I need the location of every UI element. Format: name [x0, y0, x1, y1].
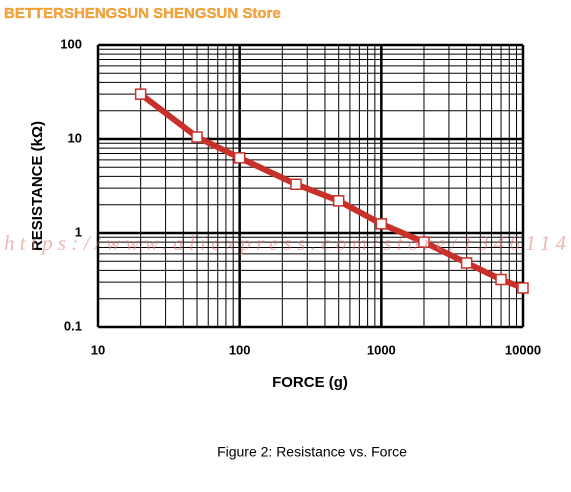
data-point — [290, 178, 302, 191]
data-line — [138, 91, 525, 291]
y-tick-label: 0.1 — [64, 318, 82, 333]
data-point — [233, 152, 246, 164]
x-tick-label: 1000 — [367, 342, 396, 357]
data-point — [375, 218, 388, 230]
data-point — [191, 131, 203, 143]
watermark-url: https://www.aliexpress.com/store/1346114 — [4, 231, 566, 255]
x-axis-label: FORCE (g) — [272, 374, 348, 391]
data-point — [517, 282, 529, 294]
x-tick-label: 10000 — [505, 342, 541, 357]
x-tick-label: 10 — [91, 342, 105, 357]
x-tick-label: 100 — [229, 342, 251, 357]
y-tick-label: 1 — [75, 224, 82, 239]
data-point — [460, 257, 473, 269]
plot-area — [96, 43, 529, 329]
data-point — [332, 195, 345, 207]
y-tick-label: 100 — [60, 36, 82, 51]
data-point — [134, 88, 147, 100]
y-axis-label: RESISTANCE (kΩ) — [29, 121, 46, 251]
watermark-store: BETTERSHENGSUN SHENGSUN Store — [4, 5, 281, 22]
chart-title: Figure 2: Resistance vs. Force — [217, 444, 407, 460]
data-point — [418, 236, 430, 248]
data-point — [495, 273, 507, 286]
y-tick-label: 10 — [68, 130, 82, 145]
